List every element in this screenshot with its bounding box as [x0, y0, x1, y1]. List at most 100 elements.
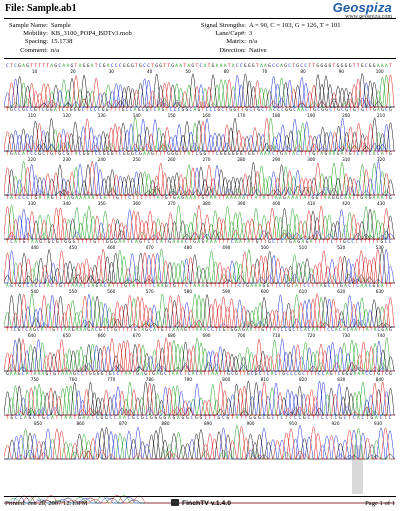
- base-call: A: [104, 195, 107, 201]
- base-call: A: [247, 239, 250, 245]
- base-call: C: [338, 371, 341, 377]
- base-call: T: [59, 195, 62, 201]
- base-call: G: [114, 239, 117, 245]
- base-call: C: [149, 327, 152, 333]
- base-call: T: [30, 63, 33, 69]
- base-call: G: [96, 283, 99, 289]
- base-call: T: [6, 151, 9, 157]
- base-call: A: [214, 195, 217, 201]
- trace-t: [4, 204, 395, 240]
- base-call: T: [189, 239, 192, 245]
- base-call: A: [24, 415, 27, 421]
- trace-a: [4, 74, 395, 108]
- base-call: T: [206, 195, 209, 201]
- base-call: A: [156, 371, 159, 377]
- base-call: C: [385, 371, 388, 377]
- base-call: T: [242, 283, 245, 289]
- base-call: T: [381, 371, 384, 377]
- trace-t: [4, 161, 395, 196]
- position-tick-label: 600: [261, 289, 269, 294]
- base-call: C: [210, 107, 213, 113]
- position-tick-label: 90: [339, 69, 345, 74]
- base-call: G: [244, 63, 247, 69]
- base-call: C: [99, 63, 102, 69]
- base-call: G: [325, 63, 328, 69]
- base-call: A: [14, 151, 17, 157]
- base-call: G: [10, 283, 13, 289]
- base-call: G: [155, 415, 158, 421]
- base-call: C: [249, 107, 252, 113]
- base-call: C: [279, 283, 282, 289]
- base-call: C: [326, 415, 329, 421]
- base-call: C: [272, 415, 275, 421]
- base-call: A: [76, 327, 79, 333]
- base-call: C: [15, 415, 18, 421]
- base-call: T: [263, 371, 266, 377]
- base-call: C: [385, 239, 388, 245]
- base-call: G: [50, 151, 53, 157]
- base-call: T: [222, 239, 225, 245]
- base-call: G: [381, 107, 384, 113]
- base-call: T: [353, 63, 356, 69]
- base-call: C: [304, 63, 307, 69]
- info-row: Sample Name: Sample: [8, 22, 71, 29]
- base-call: T: [292, 63, 295, 69]
- base-call: G: [50, 107, 53, 113]
- position-tick-label: 560: [107, 289, 115, 294]
- base-call: A: [79, 195, 82, 201]
- position-tick-label: 720: [307, 333, 315, 338]
- base-call: G: [123, 151, 126, 157]
- base-call: A: [210, 195, 213, 201]
- base-call: T: [49, 371, 52, 377]
- base-call: T: [259, 195, 262, 201]
- base-call: T: [55, 195, 58, 201]
- base-call: T: [22, 327, 25, 333]
- base-call: G: [26, 63, 29, 69]
- base-call: C: [82, 107, 85, 113]
- base-call: G: [261, 327, 264, 333]
- base-call: G: [212, 63, 215, 69]
- base-call: A: [292, 151, 295, 157]
- base-call: T: [191, 151, 194, 157]
- base-call: G: [116, 195, 119, 201]
- base-call: C: [180, 371, 183, 377]
- base-call: G: [87, 327, 90, 333]
- base-call: T: [296, 327, 299, 333]
- base-call: G: [361, 107, 364, 113]
- base-call: A: [271, 371, 274, 377]
- base-call: G: [109, 371, 112, 377]
- base-call: C: [299, 415, 302, 421]
- position-tick-label: 400: [272, 201, 280, 206]
- base-call: C: [216, 151, 219, 157]
- base-call: C: [341, 107, 344, 113]
- base-call: T: [152, 239, 155, 245]
- base-call: C: [286, 371, 289, 377]
- base-call: T: [318, 239, 321, 245]
- base-call: T: [214, 283, 217, 289]
- base-call: T: [145, 283, 148, 289]
- position-tick-label: 330: [28, 201, 36, 206]
- position-tick-label: 10: [32, 69, 38, 74]
- position-tick-label: 880: [162, 421, 170, 426]
- base-call: G: [11, 415, 14, 421]
- base-call: A: [189, 195, 192, 201]
- base-call: T: [86, 107, 89, 113]
- base-call: A: [333, 151, 336, 157]
- base-call: T: [149, 195, 152, 201]
- base-call: T: [369, 107, 372, 113]
- base-call: A: [200, 327, 203, 333]
- base-call: C: [263, 415, 266, 421]
- base-call: G: [346, 371, 349, 377]
- base-call: A: [215, 371, 218, 377]
- base-call: A: [128, 371, 131, 377]
- base-call: C: [188, 371, 191, 377]
- base-call: A: [62, 63, 65, 69]
- base-call: C: [377, 151, 380, 157]
- base-call: T: [239, 371, 242, 377]
- base-call: G: [229, 107, 232, 113]
- position-tick-label: 40: [147, 69, 153, 74]
- base-call: G: [218, 107, 221, 113]
- base-call: T: [179, 151, 182, 157]
- base-call: T: [231, 415, 234, 421]
- base-call: A: [310, 239, 313, 245]
